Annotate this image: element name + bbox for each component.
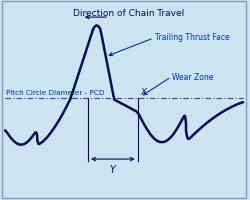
Text: Trailing Thrust Face: Trailing Thrust Face [155,33,230,42]
Text: Direction of Chain Travel: Direction of Chain Travel [73,9,184,18]
Text: Wear Zone: Wear Zone [172,73,214,82]
Text: Pitch Circle Diameter - PCD: Pitch Circle Diameter - PCD [6,90,105,96]
Text: Y: Y [110,164,116,174]
Text: X: X [141,88,146,97]
